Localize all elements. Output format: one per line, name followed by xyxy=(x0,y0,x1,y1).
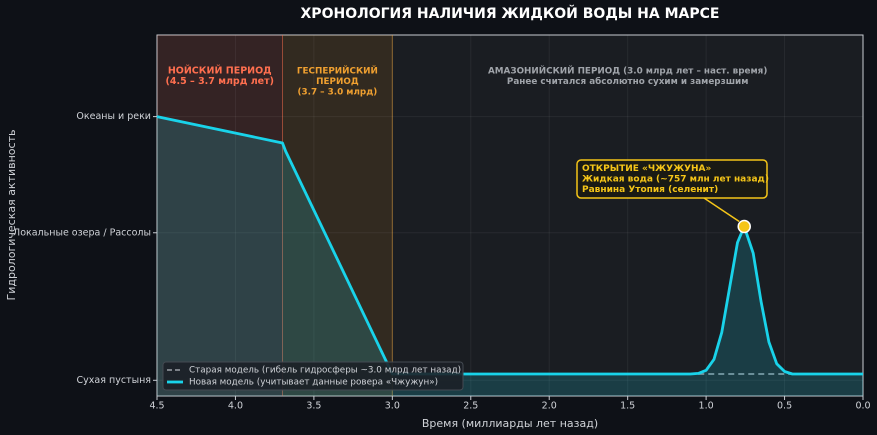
x-axis-label: Время (миллиарды лет назад) xyxy=(422,417,598,430)
x-tick-label: 2.5 xyxy=(463,401,478,412)
x-tick-label: 1.0 xyxy=(699,401,714,412)
annotation-text: Равнина Утопия (селенит) xyxy=(582,185,718,195)
x-tick-label: 3.0 xyxy=(385,401,400,412)
period-band xyxy=(157,35,283,396)
y-tick-label: Сухая пустыня xyxy=(77,375,151,386)
annotation-arrow xyxy=(703,197,740,223)
x-tick-label: 4.5 xyxy=(149,401,164,412)
legend-box xyxy=(162,361,464,391)
annotation-text: Жидкая вода (~757 млн лет назад) xyxy=(582,175,769,185)
legend-label: Новая модель (учитывает данные ровера «Ч… xyxy=(189,378,438,388)
area xyxy=(157,116,863,396)
period-label: НОЙСКИЙ ПЕРИОД xyxy=(168,65,272,77)
period-label: (3.7 – 3.0 млрд) xyxy=(298,88,378,98)
y-axis-label: Гидрологическая активность xyxy=(5,130,18,301)
x-tick-label: 0.5 xyxy=(777,401,792,412)
x-tick-label: 0.0 xyxy=(855,401,870,412)
chart-title: ХРОНОЛОГИЯ НАЛИЧИЯ ЖИДКОЙ ВОДЫ НА МАРСЕ xyxy=(301,5,720,22)
y-tick-label: Океаны и реки xyxy=(76,111,151,122)
period-label: ГЕСПЕРИЙСКИЙ xyxy=(297,65,378,77)
annotation-box xyxy=(576,159,768,199)
x-tick-label: 4.0 xyxy=(228,401,243,412)
period-label: (4.5 – 3.7 млрд лет) xyxy=(166,76,274,87)
annotation-text: ОТКРЫТИЕ «ЧЖУЖУНА» xyxy=(582,164,712,174)
period-label: Ранее считался абсолютно сухим и замерзш… xyxy=(507,76,748,87)
annotation-point xyxy=(737,219,751,234)
legend-label: Старая модель (гибель гидросферы ~3.0 мл… xyxy=(189,366,461,376)
plot-area xyxy=(156,34,864,397)
x-tick-label: 3.5 xyxy=(306,401,321,412)
y-tick-label: Локальные озера / Рассолы xyxy=(13,227,151,238)
period-label: АМАЗОНИЙСКИЙ ПЕРИОД (3.0 млрд лет – наст… xyxy=(488,65,767,77)
period-label: ПЕРИОД xyxy=(316,77,359,87)
x-tick-label: 2.0 xyxy=(542,401,557,412)
x-tick-label: 1.5 xyxy=(620,401,635,412)
